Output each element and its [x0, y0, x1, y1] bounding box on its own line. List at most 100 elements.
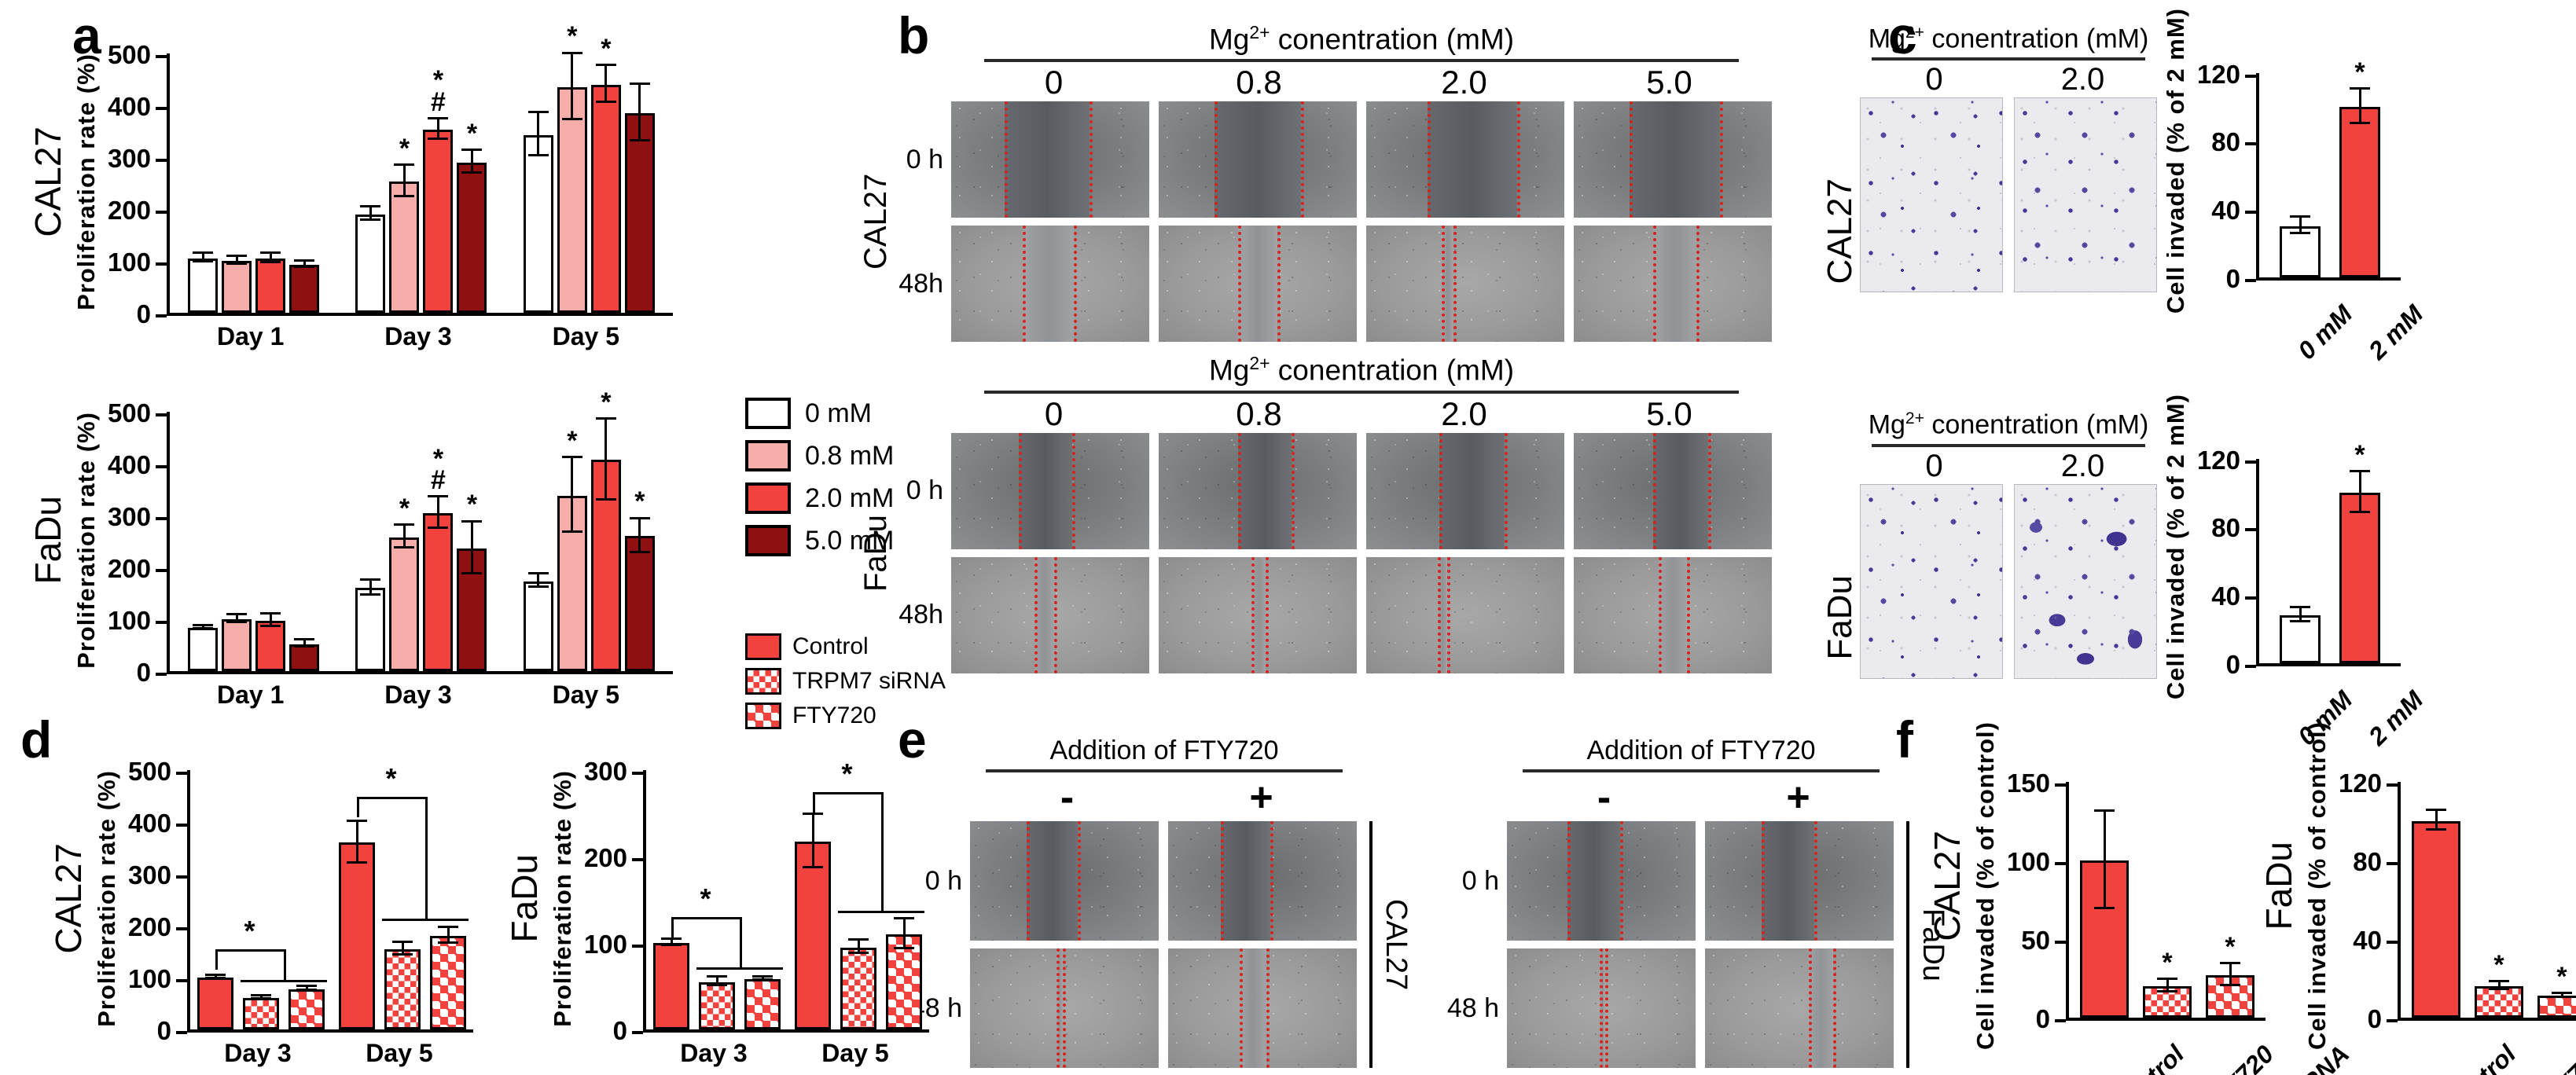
bar-group: * * *: [505, 389, 673, 671]
y-tick-label: 0: [2367, 1003, 2382, 1033]
plot-area: * *: [187, 762, 473, 1033]
wound-gap: [1027, 821, 1078, 941]
wound-edge-line: [1270, 821, 1273, 941]
y-tick-label: 200: [107, 196, 151, 225]
wound-edge-line: [1034, 556, 1038, 673]
chart-d-fadu: FaDu Proliferation rate (%) * * 0 100 200 300 Da…: [503, 729, 929, 1068]
y-tick-label: 100: [583, 930, 627, 959]
significance-marker: * #: [431, 443, 446, 495]
y-tick-label: 100: [127, 964, 171, 993]
microscopy-image: [1574, 226, 1772, 343]
bar: [430, 936, 466, 1029]
microscopy-image: [1574, 432, 1772, 549]
microscopy-image: [1366, 556, 1564, 673]
column-label: 5.0: [1646, 394, 1692, 432]
cell-line-label: CAL27: [858, 174, 893, 270]
legend-label: Control: [792, 633, 869, 659]
wound-edge-line: [1018, 432, 1022, 549]
bar: [624, 112, 655, 313]
y-tick-label: 400: [127, 809, 171, 838]
chart-proliferation-fadu: FaDu Proliferation rate (%) * * # * * * * 0 100 200…: [27, 371, 673, 710]
wound-edge-line: [1516, 101, 1520, 218]
error-bar: [369, 207, 372, 222]
time-label: 48h: [898, 600, 943, 630]
wound-edge-line: [1074, 226, 1078, 343]
bar-item: [653, 770, 689, 1029]
legend-item: 2.0 mM: [745, 482, 894, 514]
bar-item: [384, 770, 421, 1029]
error-bar: [670, 939, 673, 947]
error-bar: [537, 574, 540, 589]
cell-line-label: CAL27: [28, 127, 68, 237]
time-label: 0 h: [906, 144, 943, 174]
wound-gap: [1652, 226, 1697, 343]
wound-gap: [1018, 432, 1072, 549]
legend-treatment: Control TRPM7 siRNA FTY720: [745, 626, 946, 737]
bar-item: *: [2475, 782, 2523, 1018]
error-bar: [402, 166, 406, 197]
significance-marker: *: [466, 118, 478, 149]
bar: [222, 261, 252, 313]
x-category-label: Day 5: [552, 681, 620, 709]
bar-group: * * # *: [337, 412, 505, 671]
column-label: 2.0: [2060, 62, 2105, 97]
x-category-label: Day 5: [552, 322, 620, 350]
fty-wound-block-fadu: Addition of FTY720 - +0 h 48 h FaDu: [1441, 736, 1949, 1068]
y-tick-label: 80: [2211, 127, 2240, 157]
error-bar: [2358, 472, 2361, 514]
bar-item: [289, 53, 320, 313]
cell-line-label: FaDu: [858, 514, 893, 592]
wound-gap: [1005, 101, 1090, 218]
fty-wound-block-cal27: Addition of FTY720- +0 h 48 h CAL27: [904, 736, 1413, 1068]
bar-item: [2280, 459, 2321, 663]
mg-concentration-title: Mg2+ conentration (mM): [1208, 22, 1515, 56]
legend-swatch: [745, 668, 781, 695]
legend-label: 2.0 mM: [805, 482, 895, 513]
plot-area: *: [2256, 59, 2401, 281]
invasion-image: [1860, 97, 2003, 293]
wound-edge-line: [1090, 101, 1093, 218]
bar-item: [355, 412, 386, 671]
y-tick-label: 80: [2211, 513, 2240, 543]
significance-marker: *: [841, 757, 853, 790]
legend-item: 0.8 mM: [745, 440, 894, 471]
bar-item: *: [457, 412, 487, 671]
microscopy-image: [970, 821, 1159, 941]
wound-edge-line: [1071, 432, 1075, 549]
wound-gap: [1237, 432, 1292, 549]
error-bar: [269, 615, 272, 627]
microscopy-image: [1366, 101, 1564, 218]
bar-item: *: [557, 23, 587, 313]
wound-edge-line: [1652, 226, 1656, 343]
cell-line-label: CAL27: [1927, 830, 1968, 941]
y-tick-label: 120: [2196, 59, 2240, 89]
wound-edge-line: [1652, 432, 1656, 549]
panel-b-wound-healing: Mg2+ conentration (mM) 0 0.8 2.0 5.0 CAL27 0 h…: [858, 22, 1772, 684]
wound-edge-line: [1056, 948, 1060, 1068]
legend-label: TRPM7 siRNA: [792, 668, 946, 694]
cell-line-label: FaDu: [1916, 908, 1949, 981]
wound-edge-line: [1599, 948, 1603, 1068]
bar: [355, 588, 386, 671]
wound-gap: [1022, 226, 1075, 343]
time-label: 0 h: [906, 475, 943, 506]
invasion-section-cal27: CAL27 Mg2+ conentration (mM) 0 2.0 Cell inva…: [1821, 8, 2428, 392]
column-label: 5.0: [1646, 64, 1692, 101]
cell-line-label: CAL27: [1821, 178, 1859, 284]
y-tick-label: 300: [127, 860, 171, 890]
mg-concentration-title: Mg2+ conentration (mM): [1868, 409, 2149, 440]
wound-gap: [1034, 556, 1055, 673]
error-bar: [446, 928, 450, 945]
y-tick-label: 120: [2196, 445, 2240, 475]
bar-group: [170, 53, 337, 313]
bar: [2412, 820, 2460, 1018]
microscopy-image: [1159, 556, 1357, 673]
invasion-image: [2014, 97, 2157, 293]
y-tick-label: 500: [107, 40, 151, 69]
chart-f-cal27: CAL27 Cell invaded (% of control) * * 0 50 100…: [1926, 721, 2354, 1075]
y-tick-label: 0: [2035, 1003, 2050, 1033]
error-bar: [235, 256, 238, 266]
wound-gap: [1214, 101, 1302, 218]
significance-marker: *: [634, 486, 645, 517]
wound-edge-line: [1833, 948, 1837, 1068]
